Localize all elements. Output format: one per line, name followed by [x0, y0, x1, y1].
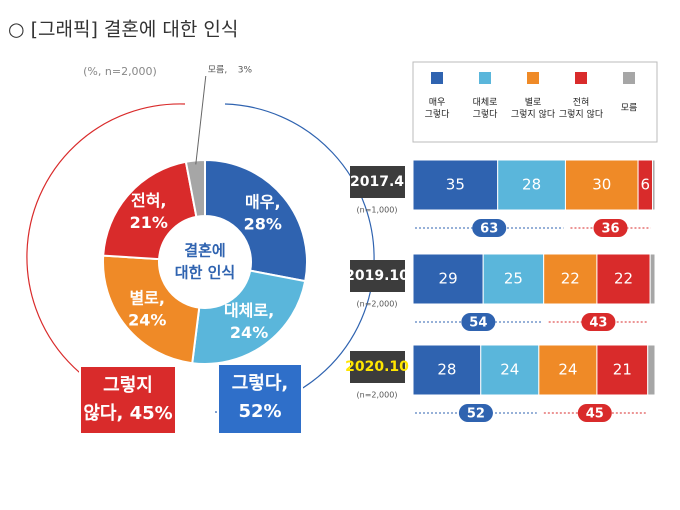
legend-label: 별로 그렇지 않다	[511, 97, 556, 120]
callout-text: 그렇지	[103, 375, 153, 396]
bar-segment	[480, 344, 540, 396]
legend-line: 매우	[429, 97, 446, 108]
legend-line: 별로	[525, 97, 542, 108]
sample-size: (n=2,000)	[357, 300, 398, 309]
bar-value: 35	[446, 176, 465, 194]
bar-segment	[543, 253, 598, 305]
slice-value: 21%	[130, 213, 168, 232]
callout-box	[217, 363, 303, 435]
bar-segment	[647, 344, 656, 396]
callout-text: 않다, 45%	[83, 403, 172, 424]
legend-swatch	[479, 72, 491, 84]
bar-segment	[412, 344, 482, 396]
total-pill	[577, 404, 612, 422]
center-label: 결혼에	[184, 242, 225, 260]
bar-segment	[596, 344, 649, 396]
slice-value: 28%	[244, 215, 282, 234]
legend-label: 대체로 그렇다	[473, 97, 499, 120]
slice-category: 매우,	[245, 193, 281, 212]
category-label: 2017.4	[350, 174, 404, 190]
bar-value: 22	[561, 270, 580, 288]
category-box	[350, 260, 405, 292]
callout-text: 52%	[238, 401, 281, 422]
slice-value: 24%	[128, 310, 166, 329]
pie-slice	[191, 269, 307, 365]
slice-category: 별로,	[129, 288, 165, 307]
bar-value: 24	[558, 361, 577, 379]
pie-slice	[102, 160, 198, 261]
bar-segment	[652, 159, 656, 211]
sample-size: (n=2,000)	[357, 391, 398, 400]
pie-slice	[102, 254, 201, 365]
bar-value: 6	[641, 176, 651, 194]
leader	[195, 75, 207, 165]
total-pill	[458, 404, 493, 422]
legend-label: 모름	[621, 103, 638, 114]
legend-swatch	[527, 72, 539, 84]
bar-segment	[497, 159, 566, 211]
legend-line: 그렇다	[425, 109, 451, 120]
bar-segment	[412, 253, 484, 305]
pie-slice	[184, 158, 206, 218]
legend-line: 그렇지 않다	[511, 109, 556, 120]
legend-line: 그렇다	[473, 109, 499, 120]
slice-category: 모름,	[208, 65, 227, 76]
bar-value: 21	[613, 361, 632, 379]
bar-value: 28	[522, 176, 541, 194]
bar-segment	[649, 253, 656, 305]
callout-text: 그렇다,	[232, 373, 289, 394]
slice-value: 3%	[238, 66, 253, 76]
total-pill	[472, 219, 507, 237]
pie-slice	[204, 158, 308, 283]
total-pill	[461, 313, 496, 331]
total-value: 45	[586, 407, 604, 422]
pie-note: (%, n=2,000)	[83, 65, 157, 78]
page-title: ○ [그래픽] 결혼에 대한 인식	[8, 19, 238, 41]
slice-value: 24%	[230, 323, 268, 342]
legend-line: 전혀	[573, 97, 590, 108]
bar-value: 28	[437, 361, 456, 379]
total-value: 43	[589, 316, 607, 331]
bar-value: 22	[614, 270, 633, 288]
center-label: 대한 인식	[175, 264, 235, 282]
total-pill	[581, 313, 616, 331]
bar-value: 30	[592, 176, 611, 194]
sample-size: (n=1,000)	[357, 206, 398, 215]
legend-swatch	[575, 72, 587, 84]
total-value: 36	[601, 222, 619, 237]
category-box	[350, 166, 405, 198]
bar-value: 24	[500, 361, 519, 379]
slice-category: 대체로,	[224, 301, 274, 320]
legend-line: 그렇지 않다	[559, 109, 604, 120]
legend-label: 전혀 그렇지 않다	[559, 97, 604, 120]
category-box	[350, 351, 405, 383]
bar-segment	[412, 159, 499, 211]
legend-line: 대체로	[473, 97, 498, 108]
bar-value: 29	[439, 270, 458, 288]
total-value: 54	[469, 316, 487, 331]
legend-label: 매우 그렇다	[425, 97, 451, 120]
total-value: 63	[480, 222, 498, 237]
slice-category: 전혀,	[131, 191, 167, 210]
bar-value: 25	[504, 270, 523, 288]
legend-swatch	[431, 72, 443, 84]
total-pill	[593, 219, 628, 237]
bar-segment	[538, 344, 598, 396]
category-label: 2019.10	[345, 268, 409, 284]
category-label: 2020.10	[345, 359, 409, 375]
total-value: 52	[467, 407, 485, 422]
legend-swatch	[623, 72, 635, 84]
callout-box	[79, 365, 177, 435]
bar-segment	[564, 159, 639, 211]
